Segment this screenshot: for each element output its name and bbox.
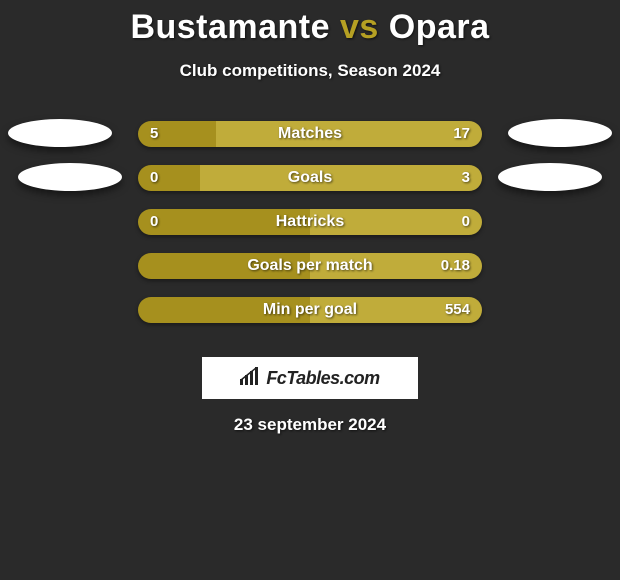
player-left-name: Bustamante xyxy=(130,8,330,46)
subtitle: Club competitions, Season 2024 xyxy=(0,61,620,81)
stat-bar: 554Min per goal xyxy=(138,297,482,323)
brand-box: FcTables.com xyxy=(202,357,418,399)
stat-bar-left xyxy=(138,297,310,323)
bar-chart-icon xyxy=(240,367,262,390)
date-label: 23 september 2024 xyxy=(0,415,620,435)
player-right-name: Opara xyxy=(389,8,490,46)
title-vs: vs xyxy=(340,8,379,46)
stat-row: 554Min per goal xyxy=(0,275,620,335)
brand-text: FcTables.com xyxy=(266,368,379,389)
page-title: Bustamante vs Opara xyxy=(0,8,620,47)
stat-value-right: 554 xyxy=(445,297,470,323)
